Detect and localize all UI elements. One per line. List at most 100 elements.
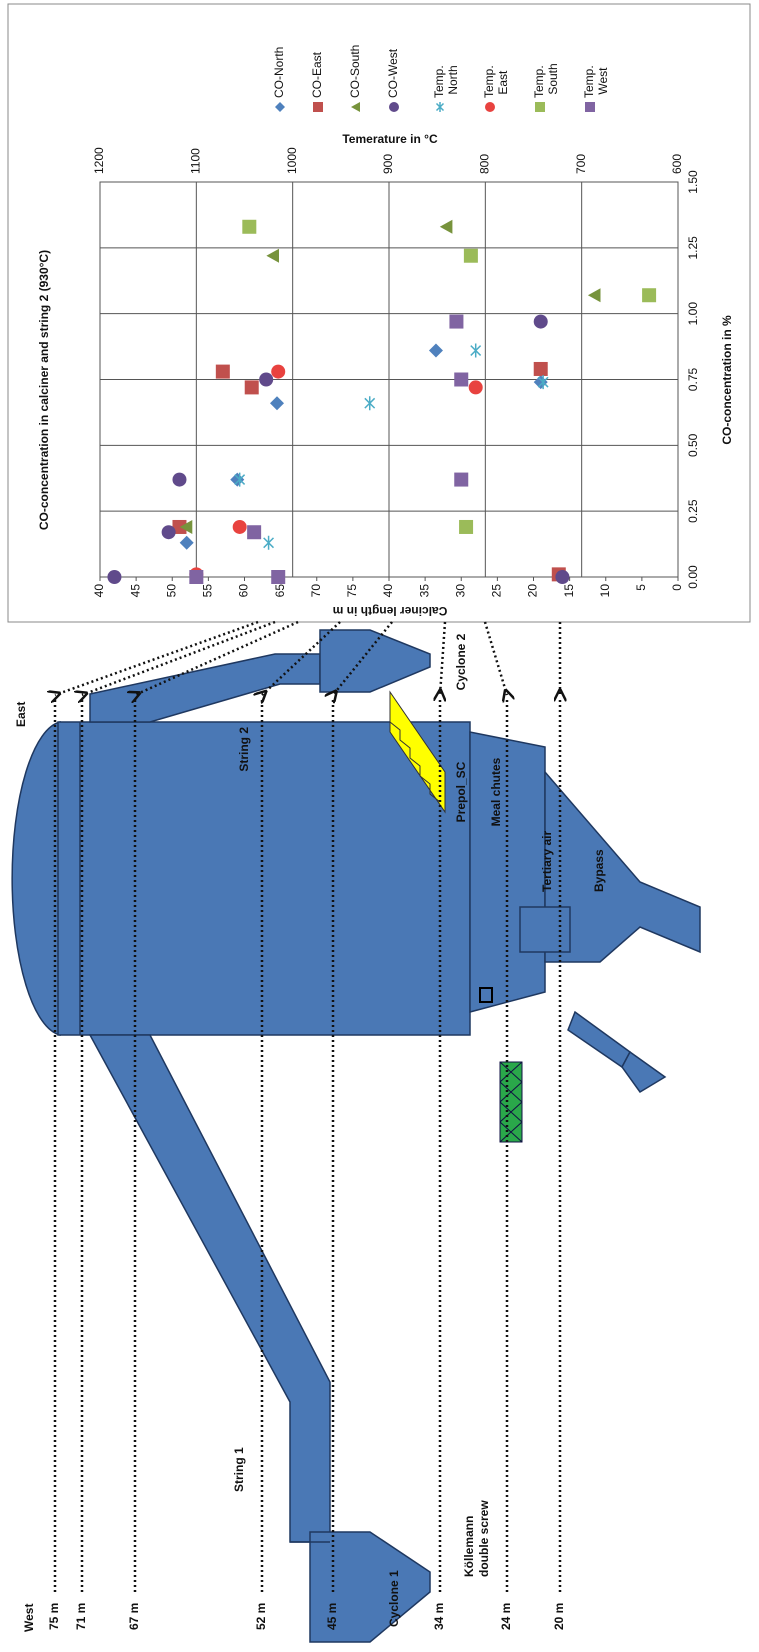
point (449, 315, 463, 329)
cyclone-label: Cyclone 1 (387, 1570, 401, 1627)
y-tick-label: 30 (453, 584, 467, 598)
x-tick-label: 0.50 (686, 433, 700, 457)
legend-label: Temp. North (432, 65, 460, 98)
landscape: West East String 1 String 2 Cyclone 1 Cy… (8, 4, 750, 1642)
figure: West East String 1 String 2 Cyclone 1 Cy… (0, 0, 759, 1652)
point (555, 570, 569, 584)
x-tick-label: 1.25 (686, 236, 700, 260)
point (172, 473, 186, 487)
point (107, 570, 121, 584)
y2-tick-label: 1100 (189, 148, 203, 174)
chart-frame (8, 4, 750, 622)
point (242, 220, 256, 234)
string-1 (90, 1035, 330, 1542)
cyclone-2 (320, 630, 430, 692)
legend-label: CO-East (310, 51, 324, 98)
legend-label-part: Temp. (432, 65, 446, 98)
point (454, 473, 468, 487)
cyclone-label: Cyclone 2 (454, 633, 468, 690)
point (534, 315, 548, 329)
level-lead (485, 622, 507, 695)
koellemann-screw (500, 1062, 522, 1142)
y-tick-label: 25 (490, 584, 504, 598)
level-label: 34 m (432, 1603, 446, 1630)
meal-chutes-label: Meal chutes (489, 757, 503, 826)
y2-tick-label: 600 (670, 154, 684, 174)
bypass-duct (568, 1012, 630, 1067)
point (245, 380, 259, 394)
point (454, 373, 468, 387)
legend-label: CO-West (386, 48, 400, 98)
y2-axis-title: Temerature in °C (342, 132, 438, 146)
x-tick-label: 0.00 (686, 565, 700, 589)
y-tick-label: 10 (598, 584, 612, 598)
legend-label-part: Temp. (482, 65, 496, 98)
x-axis-title: CO-concentration in % (720, 315, 734, 445)
bypass-end (622, 1052, 665, 1092)
level-label: 71 m (74, 1603, 88, 1630)
y-tick-label: 35 (417, 584, 431, 598)
legend-label-part: West (596, 67, 610, 98)
y2-tick-label: 900 (381, 154, 395, 174)
point (247, 525, 261, 539)
y-tick-label: 70 (309, 584, 323, 598)
y-tick-label: 5 (634, 584, 648, 591)
legend-label-part: North (446, 65, 460, 98)
calciner-drawing (12, 630, 700, 1642)
y2-tick-label: 700 (574, 154, 588, 174)
level-lead (440, 622, 445, 695)
y-tick-label: 40 (381, 584, 395, 598)
y-tick-label: 55 (201, 584, 215, 598)
y-tick-label: 65 (273, 584, 287, 598)
x-tick-label: 0.75 (686, 367, 700, 391)
legend-label-part: Temp. (532, 65, 546, 98)
point (271, 365, 285, 379)
column (58, 722, 470, 1035)
point (233, 520, 247, 534)
legend-marker (585, 102, 595, 112)
legend-label-part: South (546, 63, 560, 98)
legend-marker (313, 102, 323, 112)
y-tick-label: 50 (164, 584, 178, 598)
x-tick-label: 1.00 (686, 302, 700, 326)
legend-label: Temp. West (582, 65, 610, 98)
y2-tick-label: 1000 (285, 147, 299, 174)
y2-tick-label: 800 (478, 154, 492, 174)
level-label: 45 m (325, 1603, 339, 1630)
level-label: 52 m (254, 1603, 268, 1630)
point (162, 525, 176, 539)
y-tick-label: 0 (670, 584, 684, 591)
legend-marker (535, 102, 545, 112)
level-label: 20 m (552, 1603, 566, 1630)
point (189, 570, 203, 584)
y-axis-title: Calciner length in m (333, 604, 448, 618)
prepol-label: Prepol_SC (454, 761, 468, 822)
west-label: West (22, 1604, 36, 1632)
chart-title: CO-concentration in calciner and string … (37, 250, 51, 530)
tertiary-air-duct (520, 907, 570, 952)
legend-marker (389, 102, 399, 112)
koellemann-label: Köllemann (462, 1516, 476, 1577)
tertiary-air-label: Tertiary air (540, 831, 554, 892)
y-tick-label: 15 (562, 584, 576, 598)
string-label: String 2 (237, 727, 251, 772)
point (469, 380, 483, 394)
bypass-label: Bypass (592, 849, 606, 892)
point (464, 249, 478, 263)
string-label: String 1 (232, 1447, 246, 1492)
y-tick-label: 60 (237, 584, 251, 598)
dome (12, 722, 60, 1035)
legend-label-part: Temp. (582, 65, 596, 98)
point (216, 365, 230, 379)
y-tick-label: 40 (92, 584, 106, 598)
point (534, 362, 548, 376)
page: {"diagram": {"labels": {"west": "West", … (0, 0, 759, 1652)
point (459, 520, 473, 534)
y-tick-label: 45 (128, 584, 142, 598)
level-label: 67 m (127, 1603, 141, 1630)
point (259, 373, 273, 387)
east-label: East (14, 702, 28, 727)
x-tick-label: 1.50 (686, 170, 700, 194)
legend-label: Temp. South (532, 63, 560, 98)
point (271, 570, 285, 584)
